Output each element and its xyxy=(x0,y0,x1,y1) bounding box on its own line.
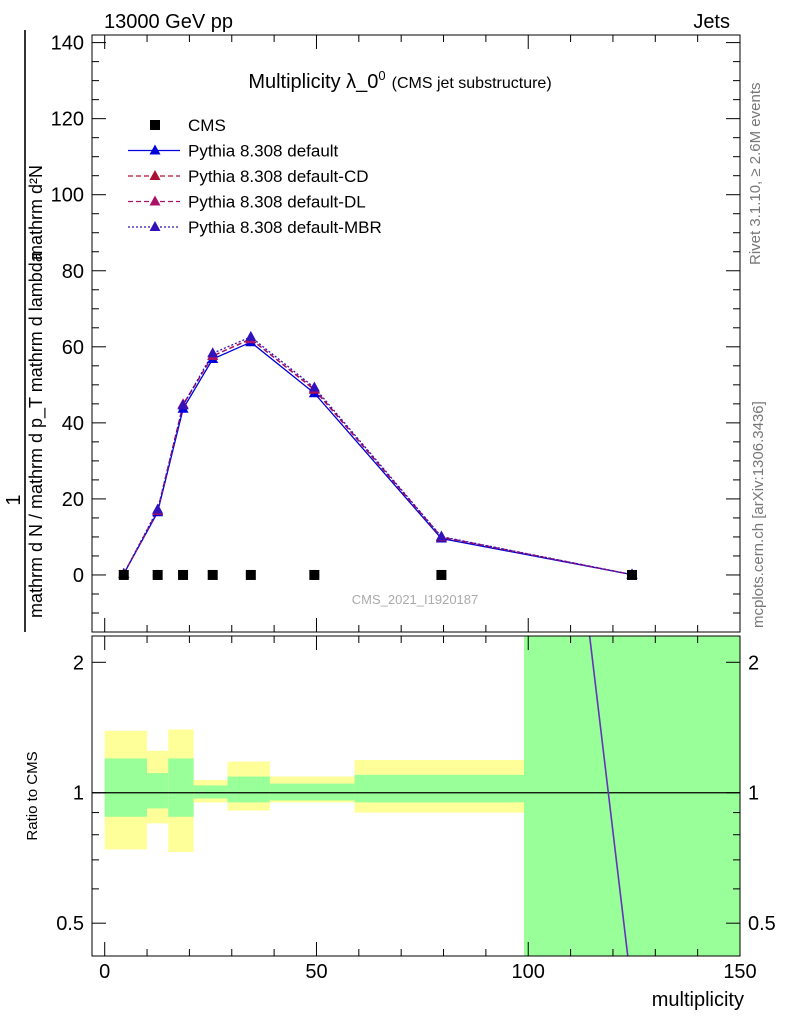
svg-text:Multiplicity λ_00(CMS jet subs: Multiplicity λ_00 (CMS jet substructure) xyxy=(248,68,551,93)
data-point xyxy=(436,569,447,580)
ratio-panel: 0.5 0.5 1 1 2 2 0 50 100 150 Ratio to CMS multipl… xyxy=(24,635,776,1011)
series-line xyxy=(123,338,633,576)
legend-marker xyxy=(149,221,161,231)
series-marker xyxy=(152,503,164,514)
x-tick-label: 50 xyxy=(305,961,327,983)
ratio-y-tick-label: 2 xyxy=(73,652,84,674)
data-point xyxy=(309,569,320,580)
data-point xyxy=(207,569,218,580)
ratio-y-tick-label-right: 0.5 xyxy=(748,913,776,935)
y-tick-label: 60 xyxy=(62,337,84,359)
series-line xyxy=(123,341,633,576)
ratio-series-line xyxy=(588,635,629,957)
data-point xyxy=(178,569,189,580)
y-tick-label: 120 xyxy=(51,109,84,131)
data-point xyxy=(245,569,256,580)
y-tick-label: 40 xyxy=(62,413,84,435)
x-tick-label: 0 xyxy=(99,961,110,983)
series-line xyxy=(123,338,633,576)
legend-marker xyxy=(150,120,160,130)
series-marker xyxy=(207,347,219,358)
legend: CMS Pythia 8.308 default Pythia 8.308 defa… xyxy=(128,116,382,237)
main-frame xyxy=(91,34,741,633)
x-tick-label: 100 xyxy=(512,961,545,983)
ratio-y-tick-label-right: 2 xyxy=(748,652,759,674)
legend-marker xyxy=(149,170,161,180)
legend-marker xyxy=(149,195,161,206)
ratio-band-inner xyxy=(104,758,148,817)
chart-title: Multiplicity λ_00 (CMS jet substructure) xyxy=(248,68,551,93)
legend-label: Pythia 8.308 default-CD xyxy=(188,167,369,186)
ylabel-numerator: 1 xyxy=(3,494,25,505)
ratio-band-inner xyxy=(227,776,270,803)
legend-marker xyxy=(149,144,161,155)
watermark: CMS_2021_I1920187 xyxy=(352,592,479,607)
title-sub: (CMS jet substructure) xyxy=(392,75,552,92)
ratio-frame xyxy=(91,635,741,957)
data-point xyxy=(152,569,163,580)
ylabel-denominator: mathrm d N / mathrm d p_T mathrm d lambd… xyxy=(26,251,47,618)
series-marker xyxy=(435,530,447,541)
xlabel: multiplicity xyxy=(652,989,744,1011)
ratio-band-inner xyxy=(147,773,169,809)
y-tick-label: 140 xyxy=(51,33,84,55)
y-tick-label: 0 xyxy=(73,565,84,587)
ylabel-right: mathrm d²N xyxy=(26,165,46,260)
ratio-band-inner xyxy=(524,636,740,956)
series-marker xyxy=(177,399,189,410)
ratio-y-tick-label-right: 1 xyxy=(748,783,759,805)
legend-label: CMS xyxy=(188,116,226,135)
main-panel: 0 20 40 60 80 100 120 140 CMS_2021_I1920187 Mul… xyxy=(51,33,741,633)
legend-label: Pythia 8.308 default-MBR xyxy=(188,218,382,237)
series-marker xyxy=(245,330,257,341)
ratio-band-inner xyxy=(269,783,355,801)
title-main: Multiplicity λ_0 xyxy=(248,71,378,93)
y-tick-label: 80 xyxy=(62,261,84,283)
series-line xyxy=(123,336,633,576)
header-right: Jets xyxy=(693,11,730,33)
main-ylabel: 1 mathrm d N / mathrm d p_T mathrm d lam… xyxy=(3,30,47,632)
legend-label: Pythia 8.308 default xyxy=(188,142,339,161)
ratio-band-inner xyxy=(168,758,194,817)
ratio-ylabel: Ratio to CMS xyxy=(24,751,41,840)
legend-label: Pythia 8.308 default-DL xyxy=(188,193,366,212)
data-point xyxy=(627,569,637,580)
ratio-band-inner xyxy=(354,774,524,803)
y-tick-label: 100 xyxy=(51,185,84,207)
header-left: 13000 GeV pp xyxy=(104,11,233,33)
source-label: mcplots.cern.ch [arXiv:1306.3436] xyxy=(750,401,767,628)
series-marker xyxy=(308,381,320,392)
title-sup: 0 xyxy=(378,68,385,83)
x-tick-label: 150 xyxy=(723,961,756,983)
rivet-label: Rivet 3.1.10, ≥ 2.6M events xyxy=(747,83,764,266)
ratio-y-tick-label: 0.5 xyxy=(56,913,84,935)
data-point xyxy=(118,569,129,580)
ratio-y-tick-label: 1 xyxy=(73,783,84,805)
ratio-band-inner xyxy=(193,785,228,799)
y-tick-label: 20 xyxy=(62,489,84,511)
